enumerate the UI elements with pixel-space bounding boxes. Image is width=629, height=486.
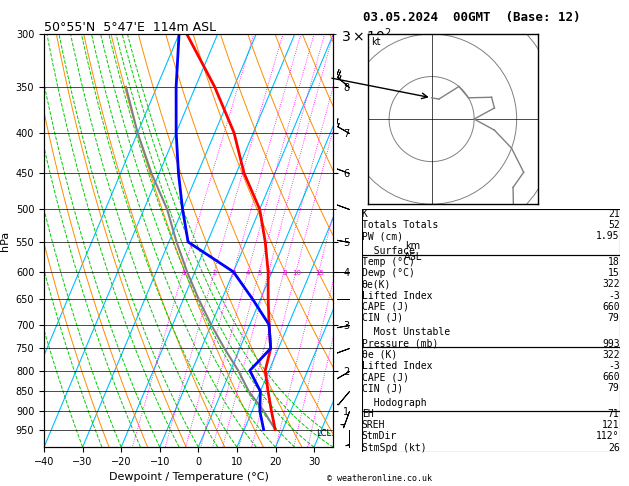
Text: Dewp (°C): Dewp (°C) [362,268,415,278]
Text: -3: -3 [608,361,620,371]
Text: 112°: 112° [596,432,620,441]
Text: Most Unstable: Most Unstable [362,328,450,337]
Text: 322: 322 [602,350,620,360]
Text: -3: -3 [608,291,620,300]
Text: 660: 660 [602,302,620,312]
Text: PW (cm): PW (cm) [362,231,403,242]
Text: 5: 5 [257,270,262,276]
Text: CAPE (J): CAPE (J) [362,372,409,382]
Text: Hodograph: Hodograph [362,398,426,408]
Text: 4: 4 [246,270,250,276]
Text: StmDir: StmDir [362,432,397,441]
Text: 2: 2 [213,270,217,276]
X-axis label: Dewpoint / Temperature (°C): Dewpoint / Temperature (°C) [109,472,269,483]
Text: 322: 322 [602,279,620,289]
Text: SREH: SREH [362,420,385,430]
Text: 18: 18 [608,257,620,267]
Text: 79: 79 [608,313,620,323]
Text: Temp (°C): Temp (°C) [362,257,415,267]
Text: StmSpd (kt): StmSpd (kt) [362,443,426,452]
Text: 10: 10 [292,270,301,276]
Text: 3: 3 [232,270,237,276]
Text: Pressure (mb): Pressure (mb) [362,339,438,348]
Text: K: K [362,209,367,219]
Text: 6: 6 [267,270,271,276]
Text: © weatheronline.co.uk: © weatheronline.co.uk [327,474,432,483]
Y-axis label: hPa: hPa [0,230,10,251]
Text: 21: 21 [608,209,620,219]
Text: 993: 993 [602,339,620,348]
Text: 26: 26 [608,443,620,452]
Text: 660: 660 [602,372,620,382]
Text: θe (K): θe (K) [362,350,397,360]
Text: 79: 79 [608,383,620,393]
Text: 71: 71 [608,409,620,419]
Text: 15: 15 [314,270,324,276]
Text: 1: 1 [181,270,186,276]
Text: kt: kt [371,37,381,48]
Text: Surface: Surface [362,246,415,256]
Text: CIN (J): CIN (J) [362,383,403,393]
Text: LCL: LCL [316,429,331,437]
Text: 03.05.2024  00GMT  (Base: 12): 03.05.2024 00GMT (Base: 12) [363,11,581,23]
Text: Lifted Index: Lifted Index [362,361,432,371]
Text: CAPE (J): CAPE (J) [362,302,409,312]
Text: EH: EH [362,409,374,419]
Y-axis label: km
ASL: km ASL [403,241,421,262]
Text: Totals Totals: Totals Totals [362,220,438,230]
Text: 8: 8 [282,270,287,276]
Text: 1.95: 1.95 [596,231,620,242]
Text: CIN (J): CIN (J) [362,313,403,323]
Text: Lifted Index: Lifted Index [362,291,432,300]
Text: 50°55'N  5°47'E  114m ASL: 50°55'N 5°47'E 114m ASL [44,21,216,34]
Text: 121: 121 [602,420,620,430]
Text: 15: 15 [608,268,620,278]
Text: θe(K): θe(K) [362,279,391,289]
Text: 52: 52 [608,220,620,230]
